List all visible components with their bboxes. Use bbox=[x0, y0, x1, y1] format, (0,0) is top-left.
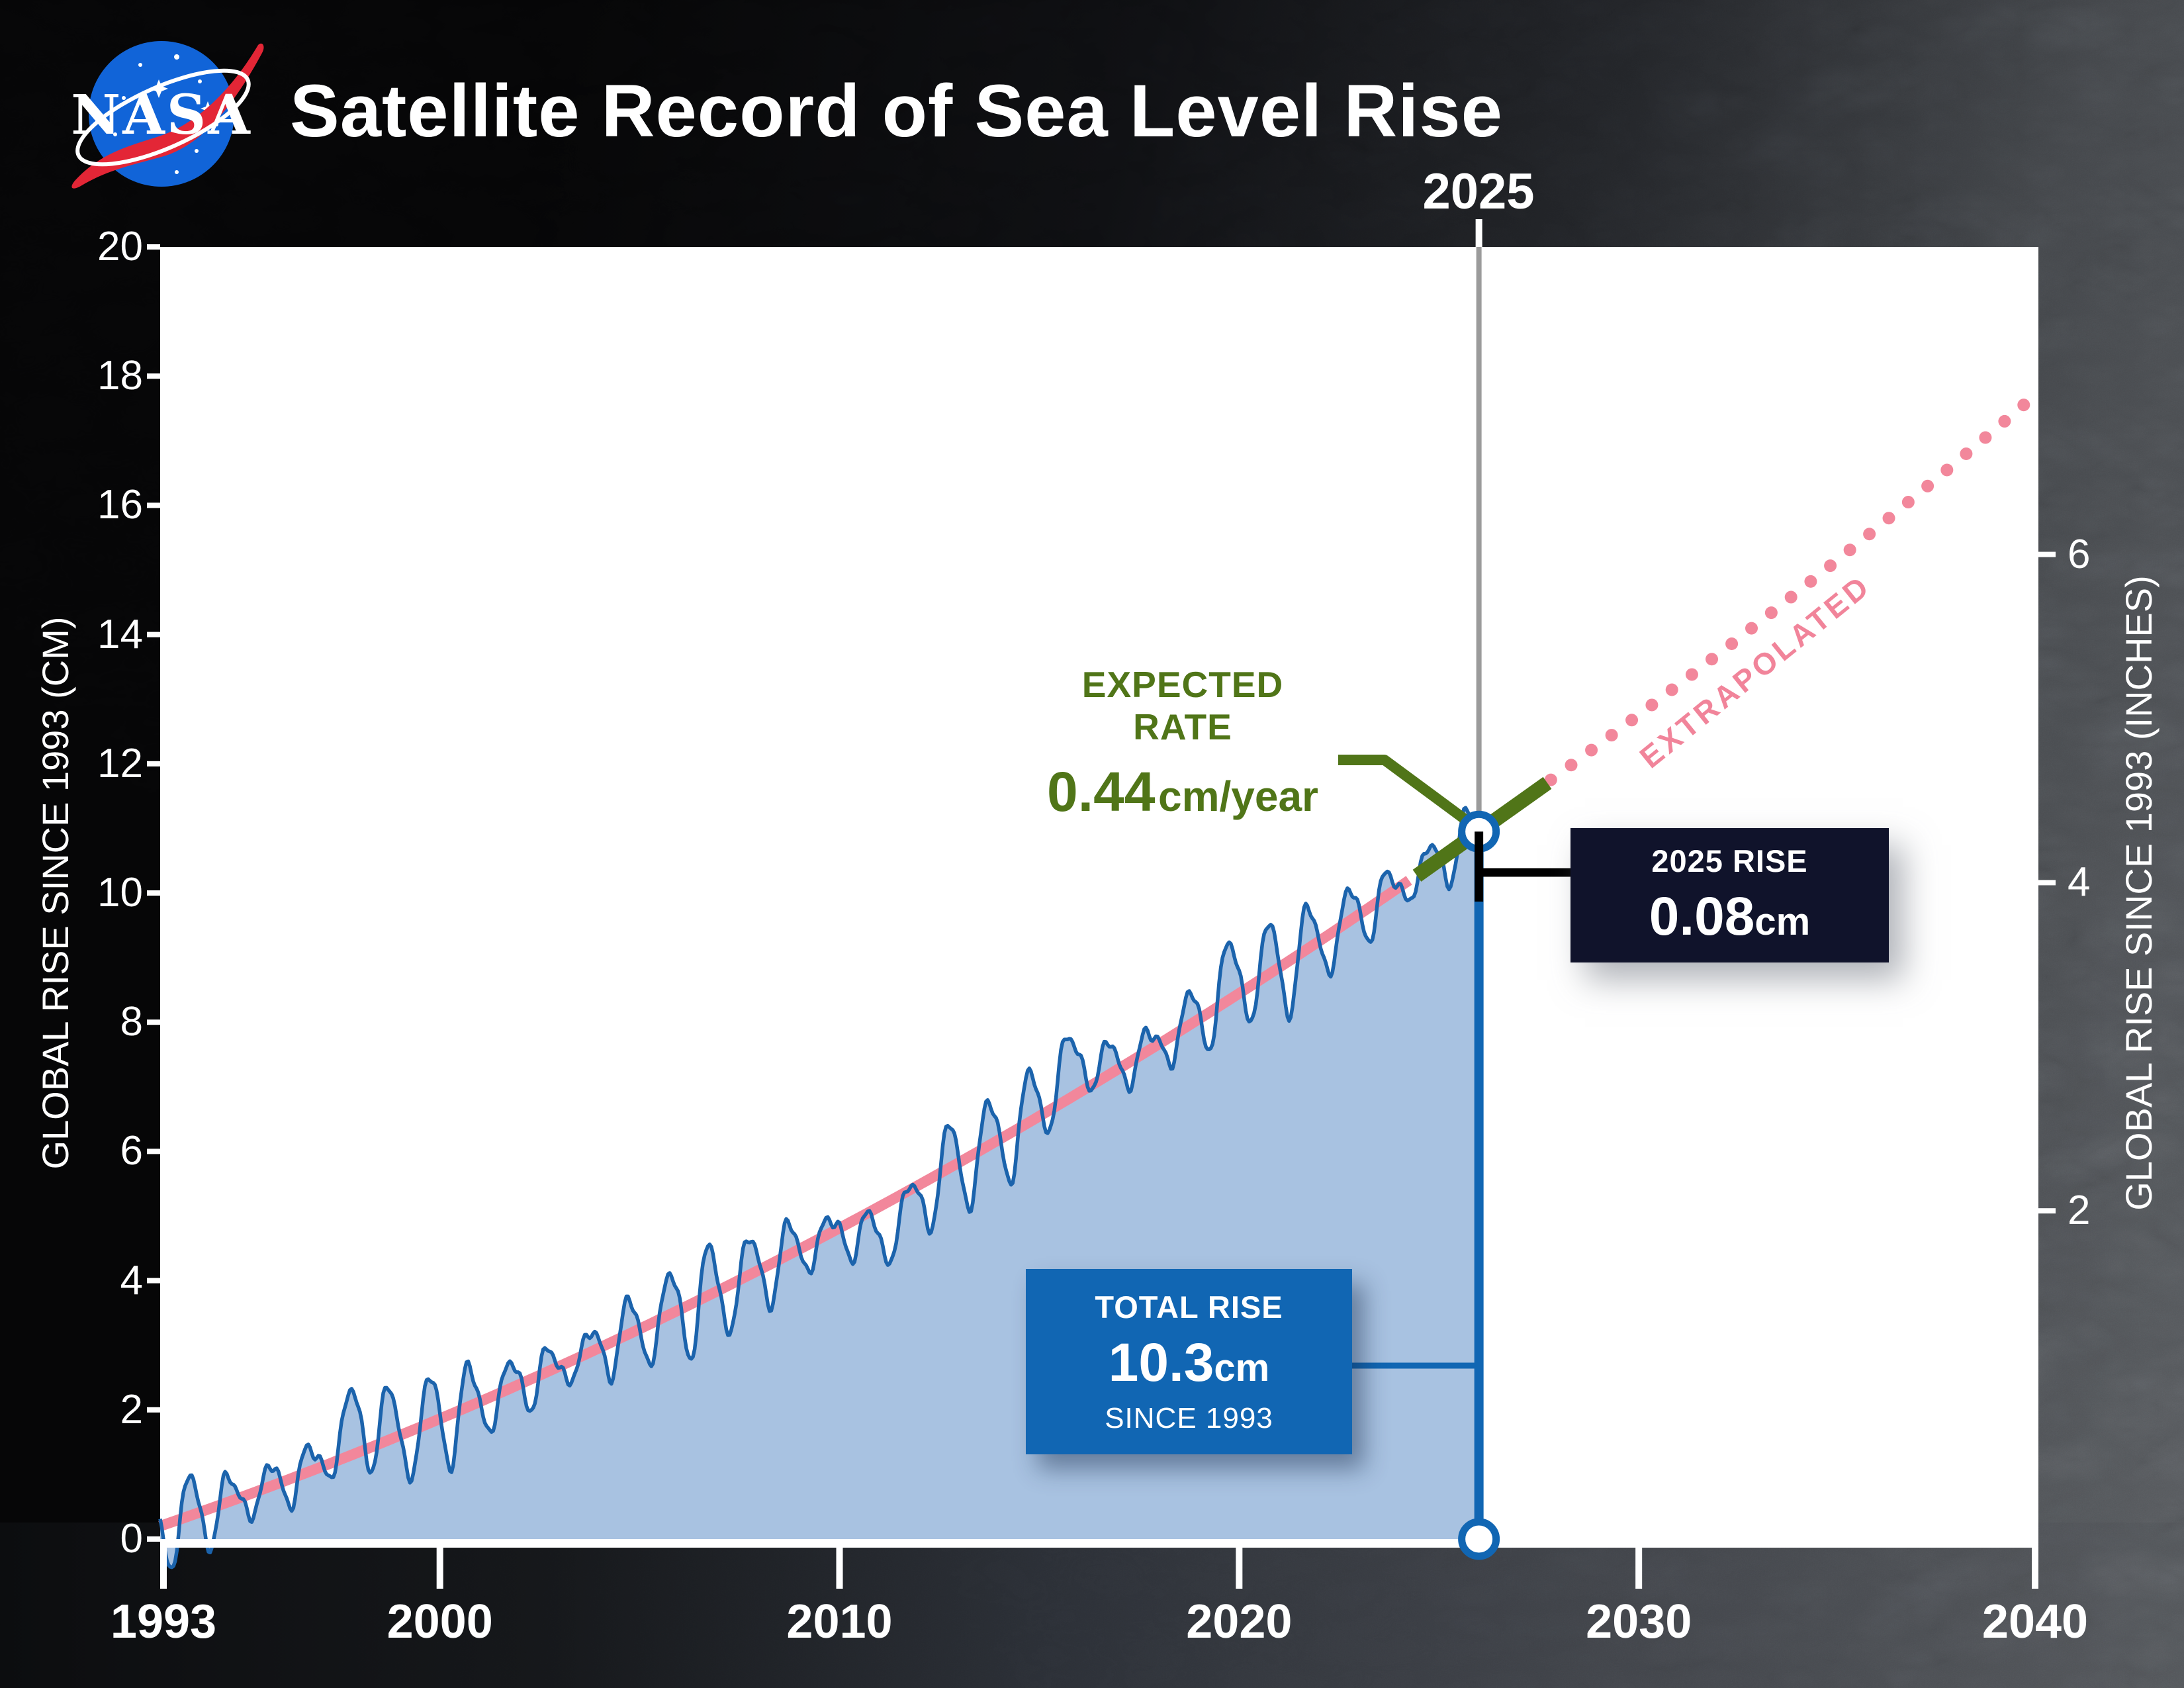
total-rise-callout: TOTAL RISE 10.3cm SINCE 1993 bbox=[1026, 1269, 1352, 1454]
expected-rate-unit: cm/year bbox=[1158, 773, 1318, 820]
y-left-tick-label-14: 14 bbox=[97, 611, 143, 657]
x-tick-label-2040: 2040 bbox=[1981, 1595, 2089, 1648]
x-tick-label-1993: 1993 bbox=[110, 1595, 217, 1648]
y-left-tick-label-0: 0 bbox=[120, 1516, 143, 1562]
x-tick-2020 bbox=[1236, 1548, 1243, 1589]
nasa-logo: NASA bbox=[71, 41, 264, 189]
marker-year-label: 2025 bbox=[1422, 164, 1535, 220]
y-left-tick-label-8: 8 bbox=[120, 999, 143, 1045]
y-left-tick-4 bbox=[147, 1278, 160, 1284]
x-tick-2040 bbox=[2032, 1548, 2038, 1589]
x-tick-2010 bbox=[836, 1548, 843, 1589]
nasa-logo-orbit bbox=[75, 68, 251, 167]
y-right-tick-4 bbox=[2038, 880, 2056, 886]
y-left-tick-0 bbox=[147, 1536, 160, 1542]
nasa-logo-wordmark: NASA bbox=[71, 83, 251, 147]
x-tick-2000 bbox=[436, 1548, 443, 1589]
y-left-tick-10 bbox=[147, 890, 160, 896]
x-tick-label-2030: 2030 bbox=[1586, 1595, 1692, 1648]
total-rise-unit: cm bbox=[1214, 1346, 1270, 1389]
total-rise-value: 10.3 bbox=[1108, 1332, 1214, 1393]
y-left-tick-2 bbox=[147, 1407, 160, 1413]
expected-rate-value: 0.44 bbox=[1047, 761, 1156, 823]
extrapolated-dotted-line bbox=[1544, 386, 2045, 786]
rise-2025-label: 2025 RISE bbox=[1651, 843, 1808, 878]
rise-2025-unit: cm bbox=[1754, 900, 1811, 943]
total-rise-label: TOTAL RISE bbox=[1095, 1289, 1283, 1325]
expected-rate-pointer bbox=[1338, 755, 1474, 828]
y-left-tick-label-6: 6 bbox=[120, 1128, 143, 1174]
y-left-tick-20 bbox=[147, 244, 160, 250]
y-right-tick-label-4: 4 bbox=[2068, 859, 2091, 906]
y-right-tick-label-6: 6 bbox=[2068, 531, 2091, 577]
y-left-tick-16 bbox=[147, 502, 160, 508]
total-rise-subtext: SINCE 1993 bbox=[1105, 1401, 1273, 1434]
y-right-tick-2 bbox=[2038, 1208, 2056, 1214]
y-right-tick-6 bbox=[2038, 551, 2056, 557]
extrapolated-label: EXTRAPOLATED bbox=[1633, 567, 1878, 775]
expected-rate-label: EXPECTED RATE bbox=[1081, 664, 1284, 747]
x-tick-label-2020: 2020 bbox=[1186, 1595, 1293, 1648]
y-left-tick-label-18: 18 bbox=[97, 353, 143, 399]
x-tick-2030 bbox=[1635, 1548, 1643, 1589]
rise-2025-callout: 2025 RISE 0.08cm bbox=[1570, 828, 1889, 962]
x-tick-label-2000: 2000 bbox=[387, 1595, 493, 1648]
zero-point-marker bbox=[1458, 1518, 1500, 1560]
y-left-tick-label-16: 16 bbox=[97, 482, 143, 528]
expected-rate-annotation: EXPECTED RATE 0.44 cm/year bbox=[1027, 663, 1338, 824]
nasa-logo-swoosh bbox=[71, 43, 264, 189]
y-left-tick-12 bbox=[147, 761, 160, 767]
y-left-tick-14 bbox=[147, 632, 160, 637]
y-left-tick-label-2: 2 bbox=[120, 1386, 143, 1432]
y-left-tick-label-12: 12 bbox=[97, 740, 143, 786]
x-tick-label-2010: 2010 bbox=[786, 1595, 893, 1648]
x-axis-line bbox=[160, 1539, 2038, 1548]
y-left-tick-label-4: 4 bbox=[120, 1257, 143, 1303]
y-left-tick-8 bbox=[147, 1019, 160, 1025]
y-left-tick-label-20: 20 bbox=[97, 224, 143, 269]
y-left-tick-6 bbox=[147, 1149, 160, 1154]
y-left-tick-18 bbox=[147, 373, 160, 379]
x-tick-1993 bbox=[160, 1548, 167, 1589]
sea-level-curve bbox=[158, 806, 1481, 1570]
page-title: Satellite Record of Sea Level Rise bbox=[290, 70, 1503, 152]
y-right-tick-label-2: 2 bbox=[2068, 1188, 2091, 1234]
rise-2025-value: 0.08 bbox=[1649, 886, 1755, 947]
y-left-tick-label-10: 10 bbox=[97, 870, 143, 915]
